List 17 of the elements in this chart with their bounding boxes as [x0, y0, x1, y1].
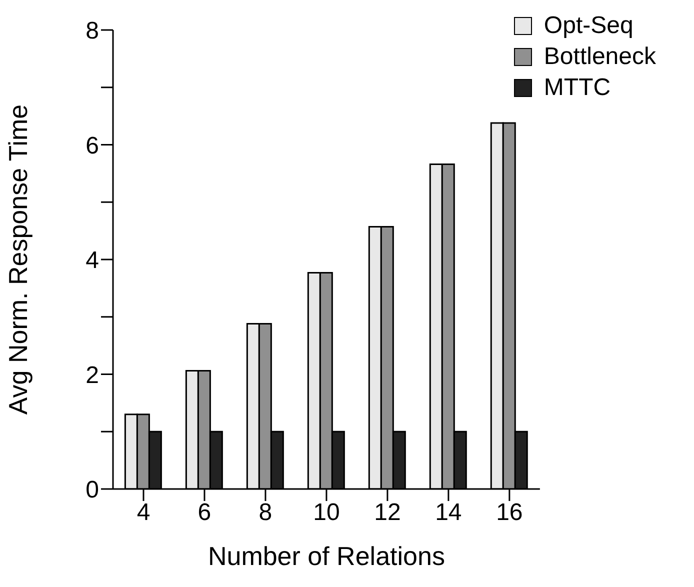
- x-tick-label: 6: [198, 499, 212, 526]
- x-tick-label: 10: [313, 499, 340, 526]
- y-tick-label: 6: [86, 132, 99, 160]
- x-tick-label: 16: [496, 499, 523, 526]
- legend-label: Bottleneck: [544, 42, 656, 72]
- y-axis-title: Avg Norm. Response Time: [3, 104, 34, 415]
- y-tick-label: 4: [86, 247, 99, 274]
- x-tick-label: 12: [374, 499, 401, 526]
- legend-label: MTTC: [544, 73, 611, 103]
- y-tick-label: 2: [86, 362, 99, 389]
- x-tick-label: 8: [258, 499, 272, 526]
- x-tick-label: 4: [136, 499, 150, 526]
- legend-label: Opt-Seq: [544, 11, 634, 41]
- y-tick-label: 8: [86, 18, 99, 45]
- x-tick-label: 14: [435, 499, 462, 526]
- x-axis-title: Number of Relations: [208, 541, 445, 571]
- y-tick-label: 0: [86, 476, 99, 504]
